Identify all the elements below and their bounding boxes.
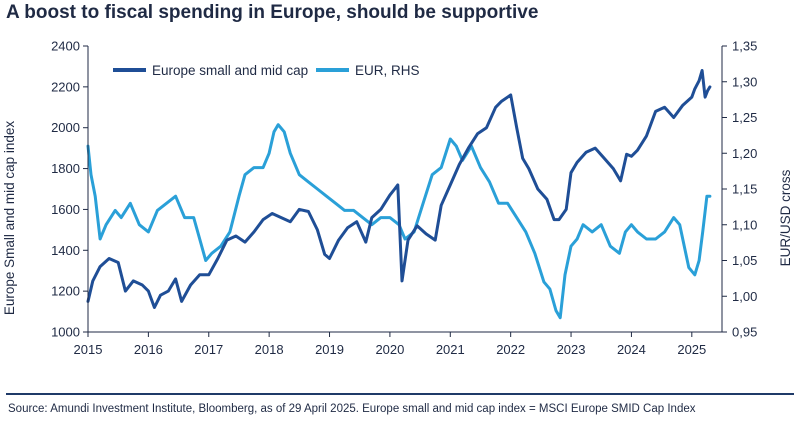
y-tick-label-right: 1,30	[732, 74, 757, 89]
y-tick-label-right: 1,25	[732, 110, 757, 125]
chart-svg: 1000 1200 1400 1600 1800 2000 2200 2400 0,95 1,00…	[2, 39, 793, 358]
legend-label-eur: EUR, RHS	[355, 63, 420, 78]
y-tick-label-right: 0,95	[732, 325, 757, 340]
x-tick-label: 2023	[557, 342, 586, 357]
y-tick-label-right: 1,20	[732, 146, 757, 161]
x-tick-label: 2020	[375, 342, 404, 357]
series-line-smid	[86, 69, 712, 309]
x-tick-label: 2017	[194, 342, 223, 357]
y-axis-title-right: EUR/USD cross	[778, 169, 793, 266]
chart-title: A boost to fiscal spending in Europe, sh…	[6, 2, 539, 23]
y-tick-label-left: 1800	[51, 161, 80, 176]
y-tick-label-right: 1,10	[732, 217, 757, 232]
x-tick-label: 2024	[617, 342, 646, 357]
x-tick-label: 2018	[255, 342, 284, 357]
y-tick-label-left: 1600	[51, 202, 80, 217]
x-tick-label: 2025	[677, 342, 706, 357]
y-tick-label-left: 1200	[51, 284, 80, 299]
legend: Europe small and mid cap EUR, RHS	[113, 63, 420, 78]
y-axis-title-left: Europe Small and mid cap index	[2, 121, 17, 316]
y-tick-label-right: 1,15	[732, 182, 757, 197]
x-tick-label: 2022	[496, 342, 525, 357]
y-tick-label-left: 2200	[51, 79, 80, 94]
x-tick-label: 2019	[315, 342, 344, 357]
y-tick-label-right: 1,00	[732, 289, 757, 304]
x-tick-label: 2021	[436, 342, 465, 357]
y-tick-label-right: 1,35	[732, 39, 757, 54]
y-tick-label-left: 2400	[51, 39, 80, 54]
x-tick-label: 2015	[74, 342, 103, 357]
x-tick-label: 2016	[134, 342, 163, 357]
y-tick-label-left: 1000	[51, 325, 80, 340]
y-tick-label-left: 1400	[51, 243, 80, 258]
series-line-eur	[86, 123, 712, 320]
source-note: Source: Amundi Investment Institute, Blo…	[8, 403, 696, 415]
y-tick-label-right: 1,05	[732, 253, 757, 268]
y-tick-label-left: 2000	[51, 120, 80, 135]
footer-rule	[6, 393, 794, 395]
legend-label-smid: Europe small and mid cap	[152, 63, 308, 78]
